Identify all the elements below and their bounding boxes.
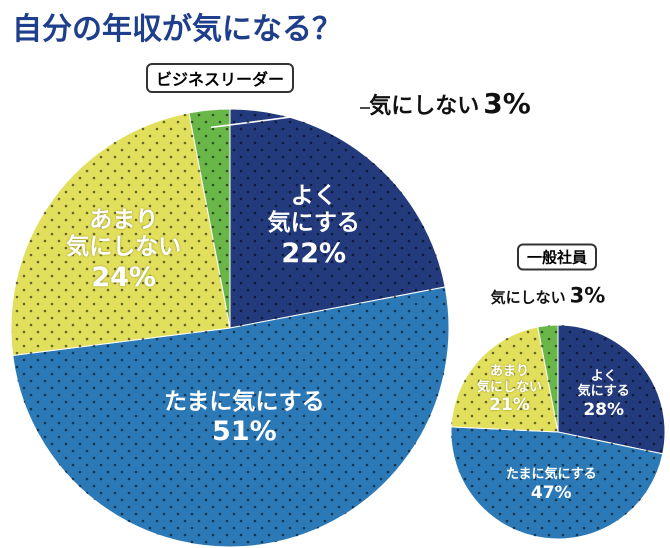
category-label: よく 気にする: [267, 182, 360, 237]
category-label: あまり 気にしない: [476, 364, 542, 395]
category-label: たまに気にする: [505, 467, 597, 483]
slice-label: 気にしない 3%: [491, 283, 606, 308]
category-label: よく 気にする: [577, 369, 630, 400]
value-label: 51%: [212, 416, 277, 448]
slice-label: あまり 気にしない 21%: [477, 364, 542, 416]
value-label: 24%: [91, 262, 156, 294]
value-label: 22%: [281, 238, 347, 270]
slice-label: よく 気にする 22%: [268, 183, 360, 271]
value-label: 47%: [530, 482, 572, 503]
pie-title: ビジネスリーダー: [145, 63, 295, 93]
slice-label: たまに気にする 47%: [506, 467, 597, 503]
value-label: 21%: [489, 395, 530, 416]
slice-label: たまに気にする 51%: [164, 389, 325, 449]
pie-title: 一般社員: [516, 243, 598, 271]
value-label: 3%: [569, 283, 606, 308]
category-label: たまに気にする: [164, 388, 325, 415]
value-label: 3%: [483, 87, 531, 121]
page-title: 自分の年収が気になる？: [12, 12, 342, 47]
value-label: 28%: [583, 400, 625, 421]
slice-label: あまり 気にしない 24%: [66, 207, 181, 295]
category-label: 気にしない: [369, 94, 480, 120]
category-label: 気にしない: [490, 288, 566, 307]
slice-label: よく 気にする 28%: [578, 369, 630, 421]
slice-label: 気にしない 3%: [369, 87, 531, 121]
category-label: あまり 気にしない: [66, 206, 182, 261]
